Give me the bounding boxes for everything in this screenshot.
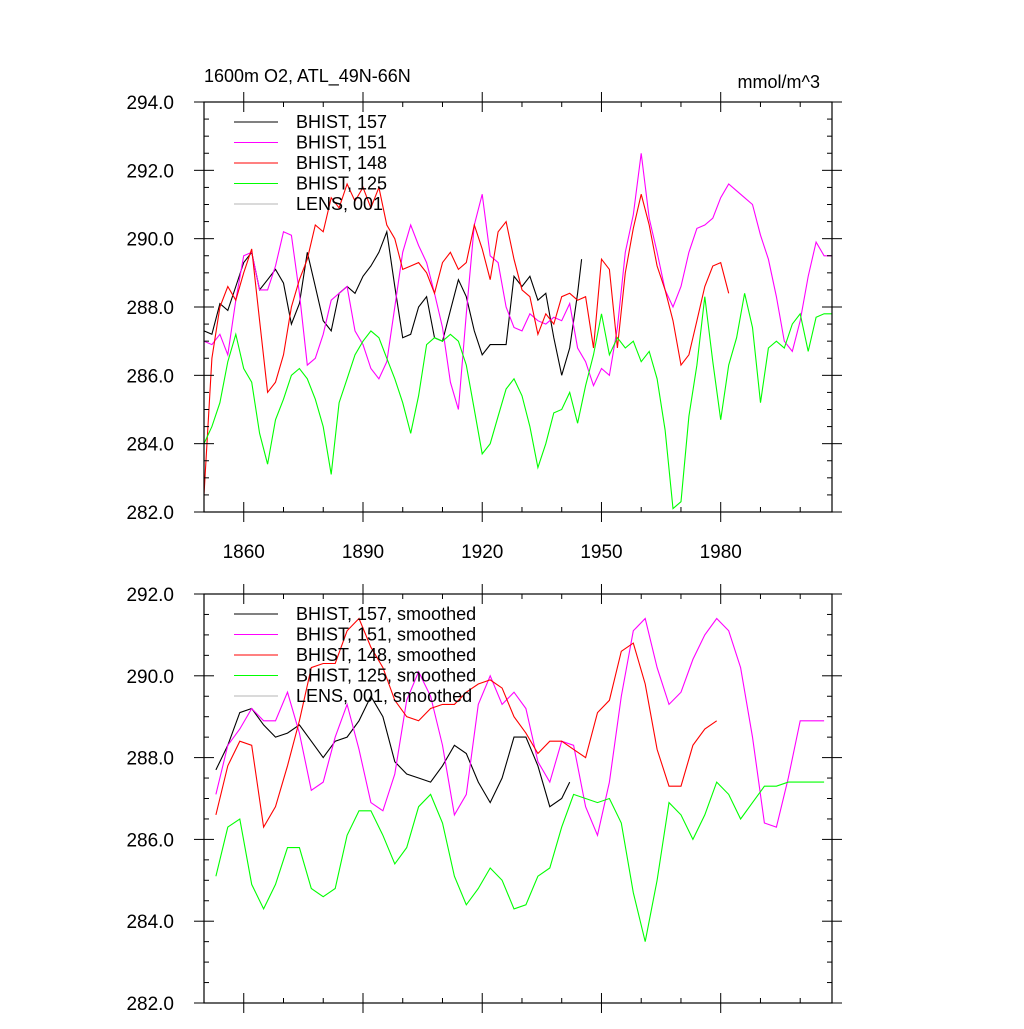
x-tick-label: 1920	[461, 542, 503, 563]
legend-label: LENS, 001, smoothed	[296, 686, 472, 706]
chart-panel-0: 1860 1890 1920 1950 1980 282.0 284.0 286.0 288.0…	[126, 92, 842, 563]
legend-label: BHIST, 148	[296, 153, 387, 173]
y-tick-label: 290.0	[126, 230, 174, 251]
legend-label: BHIST, 157	[296, 112, 387, 132]
y-tick-label: 284.0	[126, 435, 174, 456]
series-line-1-0	[215, 695, 571, 808]
units-label: mmol/m^3	[738, 72, 820, 92]
series-line-1-1	[215, 617, 825, 838]
y-tick-label: 292.0	[126, 585, 174, 606]
y-tick-label: 282.0	[126, 503, 174, 524]
y-tick-label: 284.0	[126, 912, 174, 933]
series-line-0-3	[204, 293, 832, 510]
y-tick-label: 290.0	[126, 667, 174, 688]
series-line-0-0	[204, 229, 583, 376]
chart-title: 1600m O2, ATL_49N-66N	[204, 66, 411, 87]
legend-label: BHIST, 148, smoothed	[296, 645, 476, 665]
y-tick-label: 282.0	[126, 994, 174, 1015]
y-tick-label: 292.0	[126, 161, 174, 182]
y-tick-label: 288.0	[126, 298, 174, 319]
x-tick-label: 1860	[223, 542, 265, 563]
y-tick-label: 286.0	[126, 830, 174, 851]
x-tick-label: 1950	[580, 542, 622, 563]
legend-label: LENS, 001	[296, 194, 383, 214]
x-tick-label: 1890	[342, 542, 384, 563]
chart-panel-1: 282.0 284.0 286.0 288.0 290.0 292.0 BHIST, 157…	[126, 584, 842, 1015]
legend-label: BHIST, 125	[296, 174, 387, 194]
y-tick-label: 288.0	[126, 749, 174, 770]
legend-label: BHIST, 151, smoothed	[296, 625, 476, 645]
legend-label: BHIST, 125, smoothed	[296, 666, 476, 686]
series-line-1-2	[215, 617, 718, 829]
y-tick-label: 294.0	[126, 93, 174, 114]
x-tick-label: 1980	[700, 542, 742, 563]
series-line-1-3	[215, 781, 825, 942]
series-line-0-2	[204, 182, 730, 495]
legend-label: BHIST, 157, smoothed	[296, 604, 476, 624]
y-tick-label: 286.0	[126, 366, 174, 387]
series-line-0-1	[204, 153, 832, 410]
legend-label: BHIST, 151	[296, 133, 387, 153]
